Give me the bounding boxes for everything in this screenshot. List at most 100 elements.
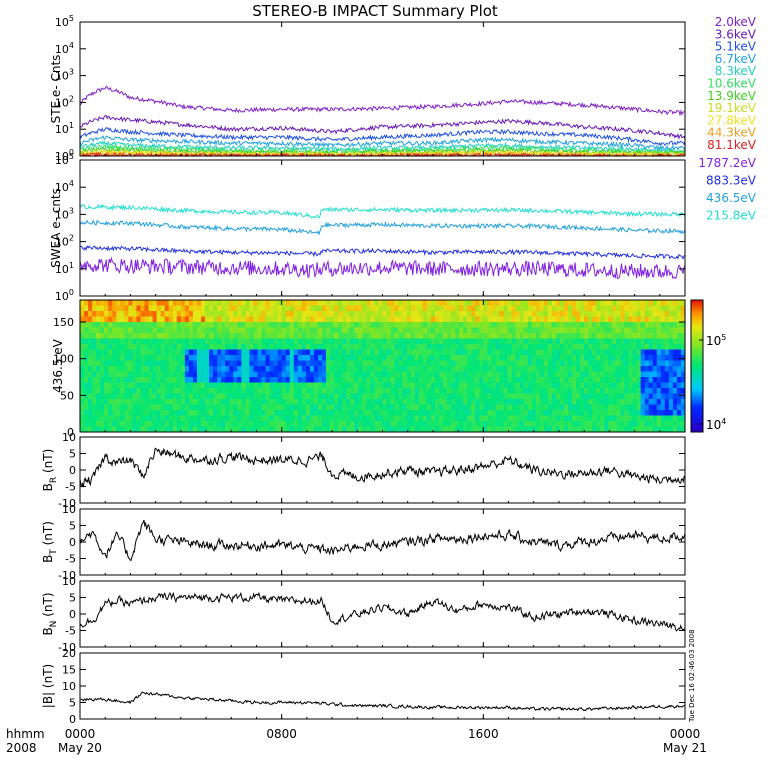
pad-cell — [422, 360, 428, 367]
pad-cell — [463, 377, 468, 383]
pad-cell — [499, 344, 504, 350]
pad-cell — [616, 393, 621, 400]
pad-cell — [309, 344, 315, 350]
pad-cell — [612, 311, 617, 317]
pad-cell — [398, 399, 404, 405]
pad-cell — [237, 393, 242, 400]
pad-cell — [100, 377, 105, 383]
pad-cell — [612, 371, 617, 378]
pad-cell — [301, 360, 307, 367]
pad-cell — [305, 344, 311, 350]
pad-cell — [362, 366, 367, 372]
pad-cell — [539, 305, 545, 312]
pad-cell — [176, 410, 182, 416]
pad-cell — [636, 382, 642, 389]
pad-cell — [660, 426, 666, 433]
pad-cell — [354, 371, 359, 378]
pad-cell — [326, 415, 331, 422]
pad-cell — [168, 333, 174, 339]
pad-cell — [588, 366, 593, 372]
pad-cell — [648, 300, 654, 306]
pad-cell — [362, 426, 367, 433]
pad-cell — [201, 377, 206, 383]
pad-cell — [555, 333, 561, 339]
pad-cell — [491, 421, 496, 427]
pad-cell — [390, 300, 395, 306]
pad-cell — [414, 316, 420, 323]
pad-cell — [313, 349, 319, 356]
pad-cell — [241, 344, 246, 350]
pad-cell — [555, 327, 561, 334]
pad-cell — [604, 355, 609, 361]
pad-cell — [507, 305, 512, 312]
pad-cell — [487, 393, 492, 400]
pad-cell — [471, 410, 476, 416]
pad-cell — [362, 316, 367, 323]
pad-cell — [84, 349, 89, 356]
pad-cell — [547, 371, 553, 378]
pad-cell — [116, 421, 121, 427]
pad-cell — [596, 415, 601, 422]
pad-cell — [531, 322, 537, 328]
pad-cell — [184, 388, 190, 394]
pad-cell — [527, 377, 533, 383]
pad-cell — [120, 382, 125, 389]
pad-cell — [201, 404, 206, 411]
pad-cell — [257, 338, 262, 345]
pad-cell — [668, 393, 674, 400]
pad-cell — [386, 333, 391, 339]
pad-cell — [322, 421, 327, 427]
pad-cell — [426, 393, 432, 400]
pad-cell — [176, 305, 182, 312]
pad-cell — [636, 371, 642, 378]
pad-cell — [386, 322, 391, 328]
pad-cell — [471, 333, 476, 339]
pad-cell — [487, 333, 492, 339]
pad-cell — [334, 388, 339, 394]
pad-cell — [471, 366, 476, 372]
pad-cell — [475, 305, 480, 312]
pad-cell — [443, 426, 448, 433]
pad-cell — [229, 316, 234, 323]
pad-cell — [358, 371, 363, 378]
pad-cell — [277, 410, 283, 416]
pad-cell — [471, 377, 476, 383]
pad-cell — [116, 415, 121, 422]
pad-cell — [180, 404, 186, 411]
pad-cell — [531, 426, 537, 433]
pad-cell — [144, 426, 149, 433]
pad-cell — [116, 377, 121, 383]
pad-cell — [237, 377, 242, 383]
pad-cell — [184, 333, 190, 339]
pad-cell — [330, 305, 335, 312]
pad-cell — [559, 393, 565, 400]
pad-cell — [188, 366, 194, 372]
pad-cell — [156, 421, 162, 427]
pad-cell — [443, 366, 448, 372]
pad-cell — [116, 344, 121, 350]
pad-cell — [160, 388, 166, 394]
pad-cell — [237, 344, 242, 350]
pad-cell — [160, 415, 166, 422]
pad-cell — [644, 338, 650, 345]
pad-cell — [483, 305, 488, 312]
pad-cell — [116, 316, 121, 323]
pad-cell — [672, 415, 678, 422]
pad-cell — [455, 371, 460, 378]
pad-cell — [568, 399, 573, 405]
pad-cell — [362, 388, 367, 394]
pad-cell — [628, 404, 633, 411]
pad-cell — [164, 421, 170, 427]
pad-cell — [225, 333, 230, 339]
pad-cell — [475, 300, 480, 306]
pad-cell — [414, 360, 420, 367]
pad-cell — [140, 421, 145, 427]
pad-cell — [301, 344, 307, 350]
pad-cell — [434, 377, 440, 383]
pad-cell — [503, 410, 508, 416]
pad-cell — [196, 377, 202, 383]
pad-cell — [180, 366, 186, 372]
pad-ylabel: 436.5 eV — [51, 338, 65, 393]
pad-cell — [596, 322, 601, 328]
pad-cell — [309, 322, 315, 328]
